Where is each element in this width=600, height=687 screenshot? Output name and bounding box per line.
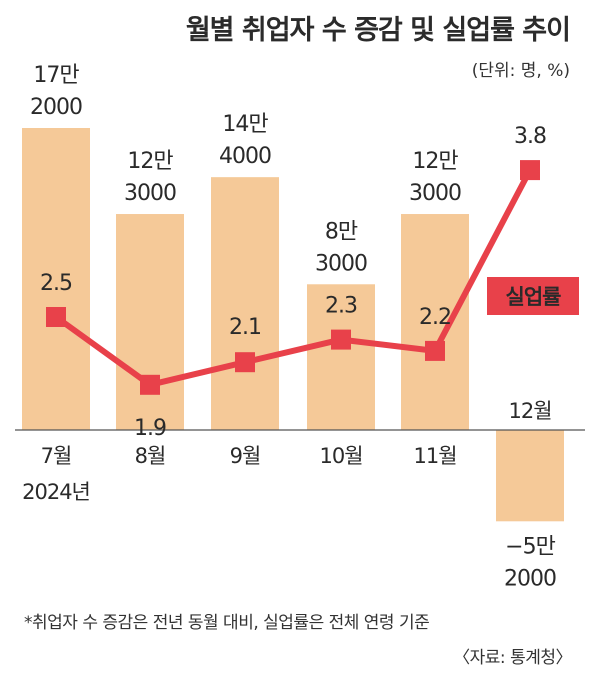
legend-swatch: [487, 277, 579, 315]
unit-label: (단위: 명, %): [471, 61, 570, 81]
unemployment-point: [140, 374, 160, 395]
unemployment-point: [235, 352, 255, 373]
month-label: 9월: [230, 444, 261, 468]
employment-bar: [116, 214, 184, 430]
bar-value-label: 8만: [325, 219, 358, 244]
bar-value-label: 3000: [315, 251, 367, 276]
month-label: 7월: [41, 444, 72, 468]
bar-value-label: 2000: [504, 566, 556, 591]
month-label: 10월: [319, 444, 362, 468]
category-labels-layer: 7월 8월 9월 10월 11월 12월 2024년: [22, 399, 552, 504]
unemployment-value-label: 3.8: [514, 124, 546, 149]
unemployment-value-label: 2.5: [40, 271, 72, 296]
unemployment-point: [425, 340, 445, 361]
bar-value-label: 4000: [219, 144, 271, 169]
bar-value-label: 12만: [127, 149, 173, 174]
bars-layer: [22, 128, 564, 522]
unemployment-line: [54, 168, 533, 388]
unemployment-point: [331, 329, 351, 350]
unemployment-point: [46, 307, 66, 327]
line-layer: 2.5 1.9 2.1 2.3 2.2 3.8: [40, 124, 547, 441]
bar-value-label: −5만: [505, 534, 555, 559]
line-legend: 실업률: [487, 277, 579, 315]
unemployment-value-label: 2.1: [229, 315, 261, 340]
bar-value-label: 12만: [412, 149, 458, 174]
month-label: 8월: [135, 444, 166, 468]
chart-area: 17만 2000 12만 3000 14만 4000 8만 3000 12만 3000 −5만 200…: [15, 63, 585, 591]
month-label: 12월: [508, 399, 551, 423]
unemployment-value-label: 1.9: [134, 416, 166, 441]
unemployment-point: [520, 160, 540, 181]
unemployment-value-label: 2.3: [325, 294, 357, 319]
year-label: 2024년: [22, 480, 90, 504]
bar-value-label: 3000: [124, 181, 176, 206]
employment-bar: [307, 284, 375, 430]
month-label: 11월: [413, 444, 456, 468]
employment-bar: [22, 128, 90, 430]
chart-title: 월별 취업자 수 증감 및 실업률 추이: [185, 15, 571, 46]
bar-value-label: 3000: [409, 181, 461, 206]
bar-value-label: 17만: [33, 63, 79, 88]
source-note: 〈자료: 통계청〉: [453, 648, 572, 668]
bar-value-label: 2000: [30, 95, 82, 120]
footnote: *취업자 수 증감은 전년 동월 대비, 실업률은 전체 연령 기준: [24, 613, 430, 633]
employment-bar: [401, 214, 469, 430]
employment-bar: [496, 430, 564, 522]
bar-value-label: 14만: [222, 112, 268, 137]
bar-labels-layer: 17만 2000 12만 3000 14만 4000 8만 3000 12만 3000 −5만 200…: [30, 63, 557, 591]
employment-bar: [211, 177, 279, 430]
legend-label: 실업률: [506, 285, 562, 309]
unemployment-value-label: 2.2: [419, 305, 451, 330]
